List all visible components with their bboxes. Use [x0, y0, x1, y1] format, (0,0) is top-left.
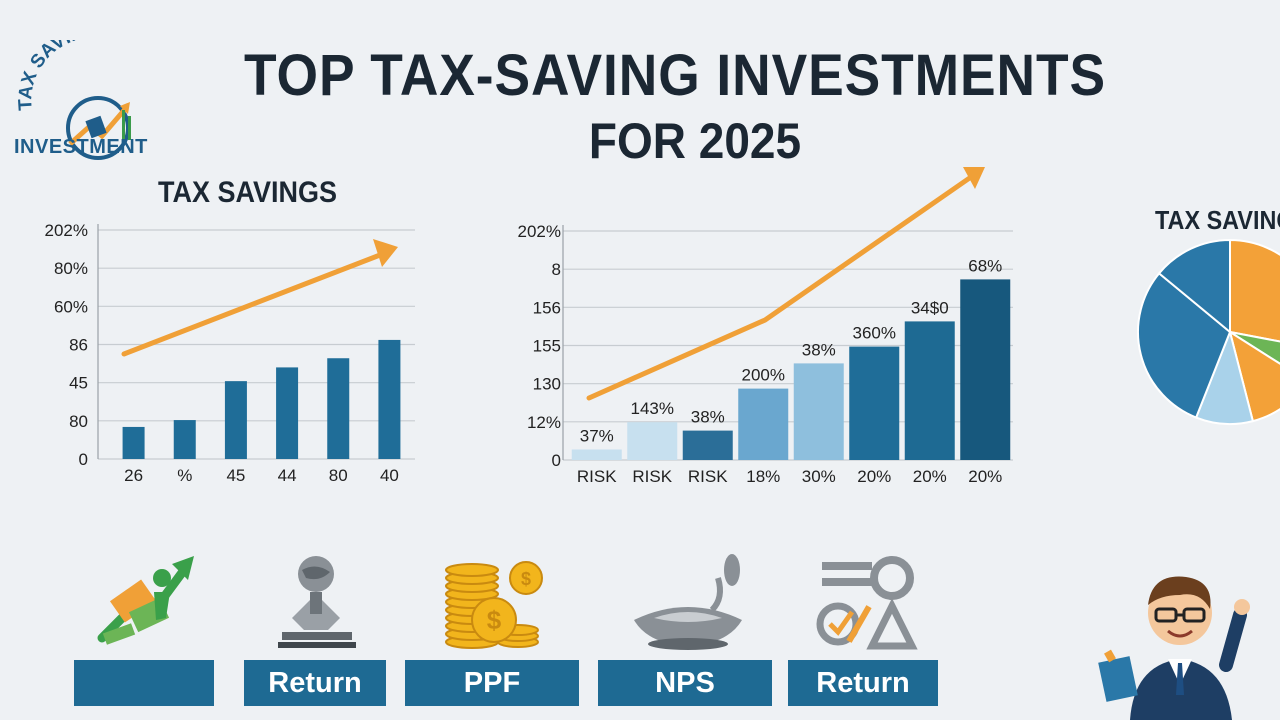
bar-6: [849, 346, 900, 460]
y-tick-label: 80%: [54, 259, 88, 278]
y-tick-label: 155: [533, 337, 561, 356]
x-tick-label: 20%: [857, 467, 891, 486]
trend-arrow: [586, 174, 974, 401]
y-tick-label: 156: [533, 298, 561, 317]
data-label: 360%: [853, 324, 896, 343]
bar-1: [122, 426, 145, 459]
y-tick-label: 0: [552, 451, 561, 470]
pie-chart: [1137, 238, 1280, 425]
savings-bowl-icon: [634, 554, 742, 650]
x-tick-label: 45: [226, 466, 245, 485]
data-label: 38%: [691, 408, 725, 427]
x-tick-label: 40: [380, 466, 399, 485]
category-label-nps: NPS: [598, 660, 772, 706]
bar-2: [627, 422, 678, 460]
bar-1: [571, 449, 622, 460]
x-tick-label: 30%: [802, 467, 836, 486]
bar-3: [224, 381, 247, 459]
x-tick-label: 18%: [746, 467, 780, 486]
pie-chart-title: TAX SAVING: [1155, 205, 1280, 235]
data-label: 34$0: [911, 298, 949, 317]
bar-7: [904, 321, 955, 460]
trend-arrow-head: [963, 167, 985, 189]
x-tick-label: 44: [278, 466, 297, 485]
data-label: 143%: [631, 399, 674, 418]
pie-slice-1: [1229, 238, 1280, 343]
bar-4: [738, 388, 789, 460]
bar-5: [793, 363, 844, 460]
x-tick-label: 20%: [968, 467, 1002, 486]
y-tick-label: 8: [552, 260, 561, 279]
svg-text:$: $: [521, 569, 531, 589]
left-bar-chart: 202% 80% 60% 86 45 80 0 26% 45 44 80 40: [45, 221, 415, 485]
tax-calculator-icon: [816, 556, 918, 650]
pie-slice-3: [1228, 329, 1280, 423]
svg-text:$: $: [487, 605, 502, 635]
x-tick-label: RISK: [688, 467, 728, 486]
y-tick-label: 202%: [518, 222, 561, 241]
chart1-title: TAX SAVINGS: [158, 176, 338, 209]
y-tick-label: 60%: [54, 297, 88, 316]
trend-arrow-head: [373, 239, 398, 267]
y-tick-label: 80: [69, 412, 88, 431]
data-label: 68%: [968, 256, 1002, 275]
pie-slice-6: [1157, 238, 1231, 335]
businessman-icon: [1098, 576, 1250, 720]
bar-5: [327, 358, 350, 459]
category-label-return-2: Return: [788, 660, 938, 706]
y-tick-label: 45: [69, 374, 88, 393]
y-tick-label: 0: [79, 450, 88, 469]
bar-6: [378, 339, 401, 459]
page-subtitle: FOR 2025: [588, 113, 802, 169]
bar-4: [276, 367, 299, 459]
x-tick-label: RISK: [577, 467, 617, 486]
bar-8: [960, 279, 1011, 460]
gold-coins-icon: $ $: [445, 561, 543, 649]
y-tick-label: 86: [69, 336, 88, 355]
pie-slice-5: [1137, 271, 1232, 419]
x-tick-label: 26: [124, 466, 143, 485]
category-label-1: [74, 660, 214, 706]
data-label: 200%: [742, 366, 785, 385]
bar-3: [682, 430, 733, 460]
y-tick-label: 202%: [45, 221, 88, 240]
y-tick-label: 130: [533, 375, 561, 394]
growth-money-icon: [97, 556, 194, 645]
page-title: TOP TAX-SAVING INVESTMENTS: [244, 43, 1106, 108]
pie-slice-2: [1229, 331, 1280, 365]
logo-subtitle: INVESTMENT: [14, 136, 148, 158]
tax-savings-logo: TAX SAVINGS: [15, 40, 131, 160]
trend-arrow: [121, 252, 383, 357]
bar-2: [173, 420, 196, 459]
y-tick-label: 12%: [527, 413, 561, 432]
x-tick-label: 20%: [913, 467, 947, 486]
category-label-ppf: PPF: [405, 660, 579, 706]
tax-document-globe-icon: [278, 556, 356, 648]
data-label: 38%: [802, 340, 836, 359]
category-label-return: Return: [244, 660, 386, 706]
x-tick-label: 80: [329, 466, 348, 485]
center-bar-chart: 202% 8 156 155 130 12% 0 RISK 37% RISK 143% RISK 38%…: [518, 167, 1013, 486]
x-tick-label: RISK: [632, 467, 672, 486]
x-tick-label: %: [177, 466, 192, 485]
data-label: 37%: [580, 427, 614, 446]
